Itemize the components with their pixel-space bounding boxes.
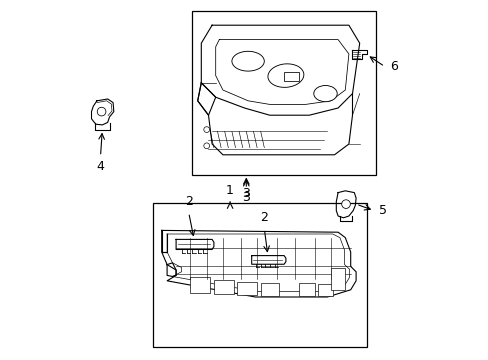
Text: 6: 6 [389,60,397,73]
Circle shape [203,143,209,149]
Text: 2: 2 [260,211,268,224]
Circle shape [203,127,209,132]
Bar [237,282,257,295]
Bar [190,277,210,293]
Text: 2: 2 [184,195,192,208]
Text: 3: 3 [242,187,250,200]
Ellipse shape [313,85,337,102]
Circle shape [97,107,106,116]
Bar [192,11,375,175]
Text: 4: 4 [96,160,104,173]
Bar [298,283,314,296]
Ellipse shape [267,64,303,87]
Text: 3: 3 [242,191,250,204]
Bar [213,280,233,294]
Circle shape [341,200,349,208]
Bar [152,203,366,347]
Ellipse shape [231,51,264,71]
Bar [330,268,345,290]
Bar [284,72,298,81]
Bar [318,284,332,296]
Text: 1: 1 [225,184,234,197]
Bar [260,283,278,296]
Text: 5: 5 [379,204,386,217]
